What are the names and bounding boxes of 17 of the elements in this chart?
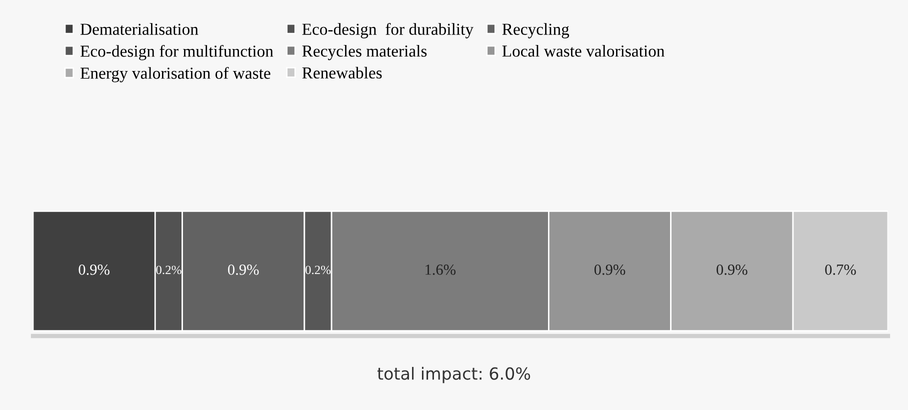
data-label: 0.9% xyxy=(594,264,626,275)
data-label: 0.2% xyxy=(305,266,331,274)
legend-label: Eco-design for durability xyxy=(302,23,474,38)
data-label: 0.2% xyxy=(156,266,182,274)
legend-label: Local waste valorisation xyxy=(502,44,665,57)
legend-label: Renewables xyxy=(302,66,382,79)
legend-label: Energy valorisation of waste xyxy=(80,66,270,82)
data-label: 0.9% xyxy=(228,264,259,275)
legend-label: Recycling xyxy=(502,23,570,38)
legend-label: Dematerialisation xyxy=(80,23,198,35)
data-label: 0.9% xyxy=(78,264,110,275)
data-label: 0.9% xyxy=(716,264,748,275)
text: total impact: 6.0% xyxy=(377,366,530,384)
data-label: 0.7% xyxy=(825,264,856,275)
data-label: 1.6% xyxy=(426,264,456,275)
legend-label: Recycles materials xyxy=(302,44,427,60)
legend-label: Eco-design for multifunction xyxy=(80,44,274,60)
